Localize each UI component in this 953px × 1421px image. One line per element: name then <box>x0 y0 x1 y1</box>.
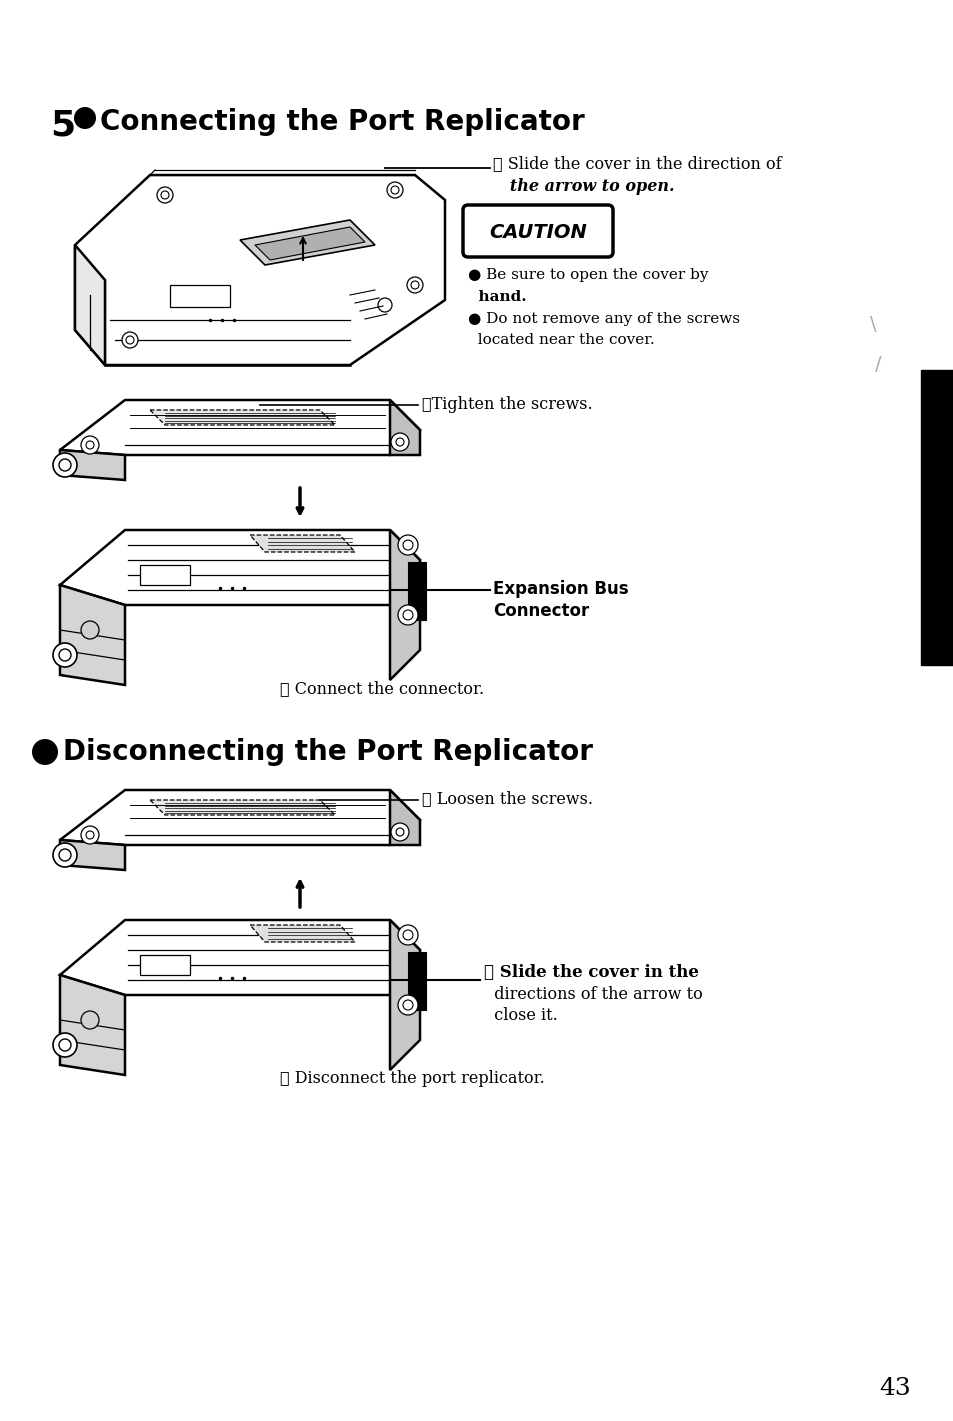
Polygon shape <box>240 220 375 264</box>
Circle shape <box>81 436 99 453</box>
Circle shape <box>53 1033 77 1057</box>
Bar <box>920 369 953 665</box>
Text: Connecting the Port Replicator: Connecting the Port Replicator <box>100 108 584 136</box>
Polygon shape <box>60 450 125 480</box>
Polygon shape <box>60 975 125 1076</box>
Circle shape <box>74 107 96 129</box>
Text: located near the cover.: located near the cover. <box>468 333 654 347</box>
Bar <box>170 286 230 307</box>
Text: close it.: close it. <box>483 1007 558 1025</box>
Text: Disconnecting the Port Replicator: Disconnecting the Port Replicator <box>63 737 593 766</box>
Circle shape <box>377 298 392 313</box>
Polygon shape <box>390 530 419 681</box>
Text: directions of the arrow to: directions of the arrow to <box>483 986 702 1003</box>
Polygon shape <box>254 227 365 260</box>
Bar <box>140 955 190 975</box>
Text: ① Slide the cover in the direction of: ① Slide the cover in the direction of <box>493 155 781 172</box>
Circle shape <box>157 188 172 203</box>
Polygon shape <box>390 919 419 1070</box>
Polygon shape <box>390 790 419 845</box>
Circle shape <box>81 826 99 844</box>
Circle shape <box>32 739 58 764</box>
Circle shape <box>391 823 409 841</box>
Text: ③ Slide the cover in the: ③ Slide the cover in the <box>483 963 699 980</box>
Text: ● Be sure to open the cover by: ● Be sure to open the cover by <box>468 269 708 281</box>
Text: 5: 5 <box>50 108 75 142</box>
Text: \: \ <box>869 315 876 334</box>
Circle shape <box>397 605 417 625</box>
Text: Connector: Connector <box>493 603 589 620</box>
Polygon shape <box>390 399 419 455</box>
Polygon shape <box>75 175 444 365</box>
Circle shape <box>53 642 77 666</box>
FancyBboxPatch shape <box>462 205 613 257</box>
Text: ③Tighten the screws.: ③Tighten the screws. <box>421 396 592 414</box>
Polygon shape <box>60 530 419 605</box>
Polygon shape <box>60 399 419 455</box>
Text: ① Loosen the screws.: ① Loosen the screws. <box>421 790 593 807</box>
Bar <box>140 566 190 585</box>
Text: 43: 43 <box>879 1377 910 1400</box>
Bar <box>408 561 426 620</box>
Text: CAUTION: CAUTION <box>489 223 586 243</box>
Text: /: / <box>874 355 881 374</box>
Text: ② Disconnect the port replicator.: ② Disconnect the port replicator. <box>280 1070 544 1087</box>
Circle shape <box>53 843 77 867</box>
Polygon shape <box>60 919 419 995</box>
Circle shape <box>53 453 77 477</box>
Text: ● Do not remove any of the screws: ● Do not remove any of the screws <box>468 313 740 325</box>
Polygon shape <box>60 840 125 870</box>
Text: Expansion Bus: Expansion Bus <box>493 580 628 598</box>
Circle shape <box>81 621 99 639</box>
Circle shape <box>397 534 417 556</box>
Circle shape <box>407 277 422 293</box>
Circle shape <box>387 182 402 198</box>
Circle shape <box>391 433 409 450</box>
Circle shape <box>397 995 417 1015</box>
Polygon shape <box>250 534 355 551</box>
Polygon shape <box>250 925 355 942</box>
Polygon shape <box>60 585 125 685</box>
Text: the arrow to open.: the arrow to open. <box>493 178 674 195</box>
Polygon shape <box>75 244 105 365</box>
Circle shape <box>122 333 138 348</box>
Text: ② Connect the connector.: ② Connect the connector. <box>280 681 483 696</box>
Polygon shape <box>150 411 335 425</box>
Circle shape <box>397 925 417 945</box>
Bar <box>408 952 426 1010</box>
Circle shape <box>81 1010 99 1029</box>
Text: hand.: hand. <box>468 290 526 304</box>
Polygon shape <box>150 800 335 816</box>
Polygon shape <box>60 790 419 845</box>
